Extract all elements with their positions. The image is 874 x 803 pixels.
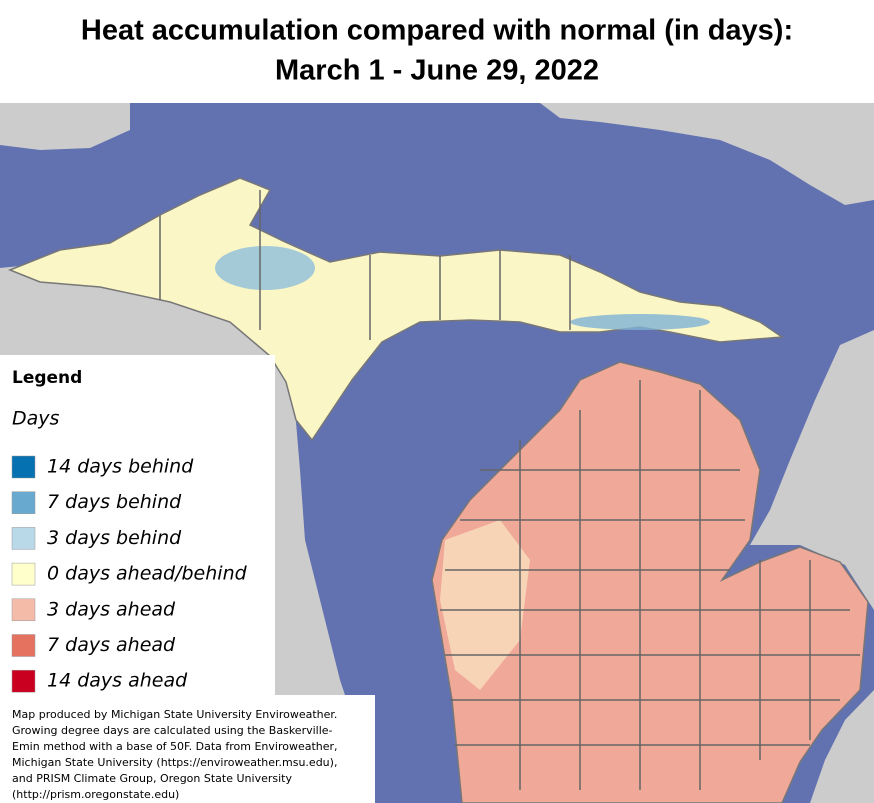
cool-patch bbox=[570, 314, 710, 330]
credit-line: Michigan State University (https://envir… bbox=[12, 756, 337, 769]
county-lines bbox=[159, 190, 860, 790]
legend-label: 7 days ahead bbox=[47, 634, 176, 656]
legend-box bbox=[0, 355, 275, 700]
title-line: March 1 - June 29, 2022 bbox=[275, 55, 599, 87]
legend-swatch bbox=[11, 634, 36, 657]
cool-patch bbox=[215, 246, 315, 290]
credits: Map produced by Michigan State Universit… bbox=[12, 708, 338, 801]
land-ontario-east bbox=[750, 330, 874, 610]
land-canada bbox=[0, 103, 130, 150]
land-ontario-north bbox=[540, 103, 874, 205]
title-background bbox=[0, 0, 874, 103]
warm-patch bbox=[440, 520, 530, 690]
legend-title: Legend bbox=[12, 368, 82, 388]
lower-peninsula bbox=[431, 361, 869, 803]
legend-swatch bbox=[11, 491, 36, 514]
title-line: Heat accumulation compared with normal (… bbox=[81, 15, 793, 47]
legend-items: 14 days behind 7 days behind 3 days behind… bbox=[11, 455, 248, 693]
legend-swatch bbox=[11, 562, 36, 586]
legend-label: 14 days behind bbox=[47, 456, 194, 478]
land-ontario-south bbox=[810, 690, 874, 803]
credit-line: and PRISM Climate Group, Oregon State Un… bbox=[12, 772, 292, 785]
credit-line: (http://prism.oregonstate.edu) bbox=[12, 788, 179, 801]
credits-box bbox=[0, 695, 375, 803]
legend-swatch bbox=[11, 455, 36, 479]
credit-line: Emin method with a base of 50F. Data fro… bbox=[12, 740, 338, 753]
legend-label: 0 days ahead/behind bbox=[47, 563, 248, 585]
legend-label: 14 days ahead bbox=[47, 670, 188, 692]
credit-line: Map produced by Michigan State Universit… bbox=[12, 708, 337, 721]
legend-swatch bbox=[11, 669, 36, 693]
legend-label: 3 days behind bbox=[47, 527, 182, 549]
legend-label: 3 days ahead bbox=[47, 598, 176, 620]
legend-swatch bbox=[11, 598, 36, 622]
credit-line: Growing degree days are calculated using… bbox=[12, 724, 333, 737]
legend-subtitle: Days bbox=[12, 408, 60, 430]
legend-swatch bbox=[11, 527, 36, 550]
legend-label: 7 days behind bbox=[47, 491, 182, 513]
